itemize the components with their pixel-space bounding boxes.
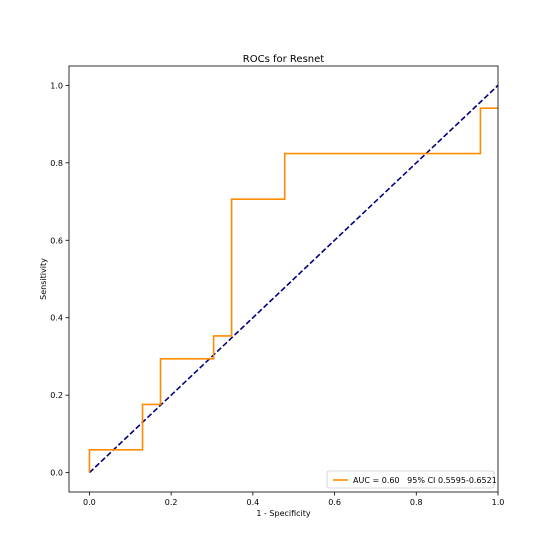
legend-label: AUC = 0.60 95% CI 0.5595-0.6521 <box>353 476 497 485</box>
y-tick-label: 0.0 <box>50 469 63 478</box>
x-axis-ticks: 0.0 0.2 0.4 0.6 0.8 1.0 <box>83 492 504 507</box>
x-tick-label: 0.8 <box>410 498 423 507</box>
plot-frame <box>68 65 499 493</box>
x-tick-label: 0.4 <box>246 498 259 507</box>
plot-background <box>69 66 498 492</box>
y-tick-label: 0.6 <box>50 236 63 245</box>
y-tick-label: 0.8 <box>50 159 63 168</box>
x-tick-label: 0.0 <box>83 498 96 507</box>
legend-box <box>326 470 495 489</box>
y-tick-label: 0.2 <box>50 391 63 400</box>
legend: AUC = 0.60 95% CI 0.5595-0.6521 <box>326 470 497 489</box>
chance-diagonal-line <box>88 84 499 474</box>
roc-curve-line <box>88 107 498 473</box>
y-axis-label: Sensitivity <box>39 258 48 300</box>
x-tick-label: 0.2 <box>165 498 178 507</box>
y-tick-label: 0.4 <box>50 314 63 323</box>
x-axis-label: 1 - Specificity <box>256 509 311 518</box>
y-axis-ticks: 0.0 0.2 0.4 0.6 0.8 1.0 <box>50 81 69 478</box>
x-tick-label: 0.6 <box>328 498 341 507</box>
chart-title: ROCs for Resnet <box>243 54 324 65</box>
series-layer <box>88 84 499 474</box>
x-tick-label: 1.0 <box>492 498 505 507</box>
y-tick-label: 1.0 <box>50 81 63 90</box>
